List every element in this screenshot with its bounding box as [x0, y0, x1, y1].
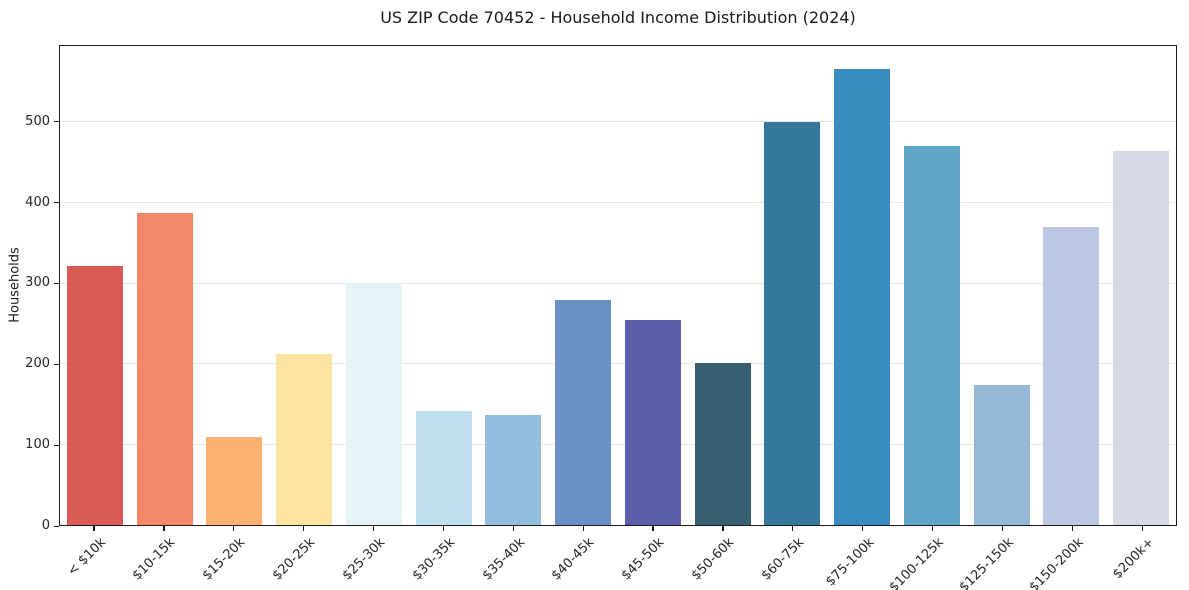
bars-container — [60, 46, 1176, 525]
gridline — [60, 121, 1176, 123]
bar-slot — [200, 46, 270, 525]
x-tick-label: $30-35k — [409, 535, 458, 584]
bar — [834, 68, 891, 525]
y-tick-mark — [54, 525, 59, 527]
x-tick-mark — [372, 526, 375, 531]
y-tick-mark — [54, 363, 59, 365]
y-tick-mark — [54, 202, 59, 204]
x-tick-mark — [93, 526, 95, 531]
bar-slot — [758, 46, 828, 525]
bar — [66, 265, 123, 525]
x-tick-mark — [1001, 526, 1003, 531]
bar — [764, 122, 821, 525]
x-tick-label: $15-20k — [199, 535, 249, 584]
x-tick-mark — [931, 526, 934, 531]
x-tick-mark — [722, 526, 724, 531]
bar — [555, 300, 612, 525]
x-tick-label: $200k+ — [1109, 535, 1157, 583]
x-tick-label: $150-200k — [1026, 535, 1087, 590]
gridline — [60, 282, 1176, 284]
y-tick-mark — [54, 282, 59, 285]
x-tick-label: $25-30k — [339, 535, 389, 584]
bar-slot — [967, 46, 1037, 525]
x-tick-label: $60-75k — [758, 535, 808, 584]
bar — [973, 384, 1030, 525]
x-tick-label: $10-15k — [129, 535, 179, 584]
bar-slot — [897, 46, 967, 525]
y-tick-mark — [54, 444, 59, 446]
x-tick-mark — [652, 526, 654, 531]
bar — [276, 354, 333, 525]
x-tick-mark — [233, 526, 235, 531]
bar-slot — [339, 46, 409, 525]
x-tick-mark — [862, 526, 864, 531]
x-tick-mark — [582, 526, 584, 531]
y-tick-label: 400 — [25, 194, 50, 210]
plot-area — [59, 45, 1177, 526]
bar-slot — [1106, 46, 1176, 525]
y-tick-label: 500 — [25, 113, 50, 129]
bar — [1113, 150, 1170, 525]
gridline — [60, 443, 1176, 445]
x-tick-mark — [512, 526, 514, 531]
y-tick-label: 0 — [41, 518, 50, 533]
bar — [415, 410, 472, 525]
bar — [1043, 227, 1100, 525]
y-tick-label: 100 — [25, 437, 50, 453]
bar-slot — [130, 46, 200, 525]
bar — [903, 145, 960, 525]
x-tick-label: < $10k — [64, 535, 109, 580]
x-tick-label: $125-150k — [956, 535, 1017, 590]
bar-slot — [548, 46, 618, 525]
x-tick-mark — [442, 526, 444, 531]
x-tick-label: $100-125k — [886, 535, 948, 590]
bar-slot — [1037, 46, 1107, 525]
bar-slot — [827, 46, 897, 525]
bar — [694, 363, 751, 525]
bar — [345, 282, 402, 525]
gridline — [60, 201, 1176, 203]
gridline — [60, 363, 1176, 364]
bar — [206, 437, 263, 525]
y-tick-label: 300 — [25, 275, 50, 291]
x-tick-mark — [1141, 526, 1143, 531]
x-tick-label: $45-50k — [619, 535, 668, 584]
x-tick-label: $35-40k — [479, 535, 528, 584]
bar — [485, 414, 542, 525]
bar-slot — [688, 46, 758, 525]
bar-slot — [60, 46, 130, 525]
chart-title: US ZIP Code 70452 - Household Income Dis… — [380, 8, 856, 27]
bar — [624, 319, 681, 525]
x-tick-mark — [1071, 526, 1073, 531]
x-tick-label: $75-100k — [822, 535, 878, 590]
y-tick-mark — [54, 121, 59, 123]
bar — [136, 212, 193, 525]
x-tick-mark — [163, 526, 165, 531]
y-tick-label: 200 — [25, 356, 50, 372]
bar-slot — [269, 46, 339, 525]
x-tick-mark — [792, 526, 794, 531]
x-tick-mark — [303, 526, 305, 531]
bar-slot — [409, 46, 479, 525]
x-tick-label: $20-25k — [269, 535, 319, 584]
x-tick-label: $40-45k — [549, 535, 598, 584]
bar-slot — [618, 46, 688, 525]
bar-slot — [479, 46, 549, 525]
x-tick-label: $50-60k — [688, 535, 738, 584]
